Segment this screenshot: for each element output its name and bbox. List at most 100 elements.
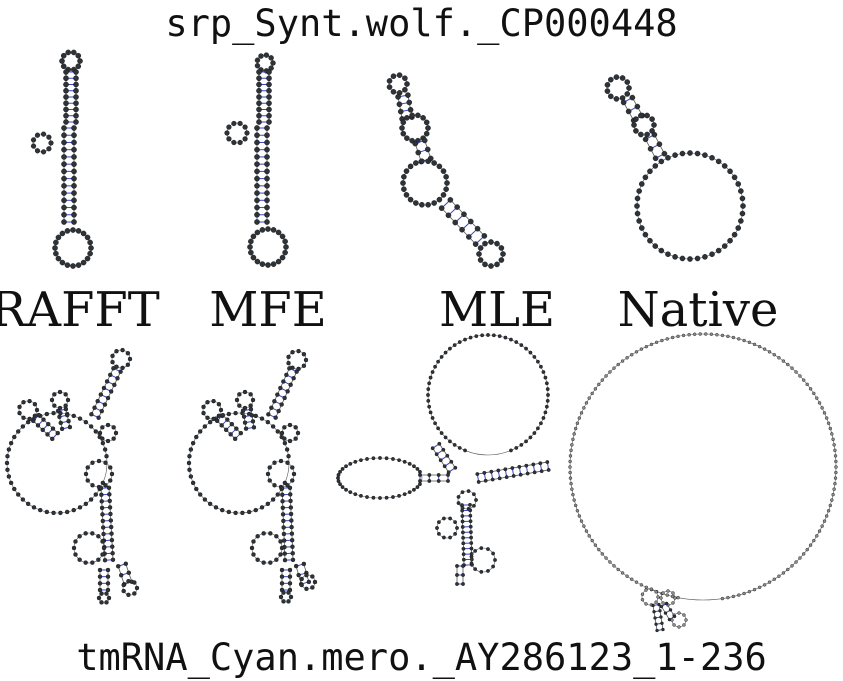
nucleotide	[737, 593, 741, 597]
nucleotide	[100, 512, 105, 517]
nucleotide	[651, 131, 658, 138]
nucleotide	[438, 205, 445, 211]
nucleotide	[494, 240, 500, 247]
nucleotide	[290, 350, 295, 355]
nucleotide	[73, 119, 79, 125]
nucleotide	[409, 112, 415, 119]
nucleotide	[104, 453, 109, 459]
nucleotide	[63, 392, 68, 397]
nucleotide	[661, 601, 665, 605]
nucleotide	[395, 94, 401, 100]
nucleotide	[304, 586, 309, 592]
nucleotide	[301, 352, 307, 357]
nucleotide	[443, 174, 449, 180]
nucleotide	[101, 531, 106, 537]
nucleotide	[404, 135, 410, 141]
nucleotide	[201, 410, 206, 416]
nucleotide	[250, 254, 257, 261]
nucleotide	[798, 556, 802, 560]
nucleotide	[287, 366, 292, 371]
nucleotide	[127, 356, 133, 362]
nucleotide	[125, 351, 131, 356]
nucleotide	[63, 406, 69, 412]
label-rafft: RAFFT	[0, 282, 160, 338]
nucleotide	[652, 163, 659, 169]
nucleotide	[280, 512, 286, 517]
nucleotide	[644, 585, 649, 590]
nucleotide	[46, 146, 52, 152]
nucleotide	[247, 244, 253, 250]
nucleotide	[661, 591, 665, 595]
nucleotide	[61, 161, 67, 167]
nucleotide	[786, 362, 790, 367]
nucleotide	[288, 382, 293, 388]
nucleotide	[115, 376, 120, 381]
nucleotide	[727, 168, 733, 175]
nucleotide	[497, 334, 502, 339]
nucleotide	[264, 168, 270, 175]
nucleotide	[261, 560, 266, 565]
nucleotide	[636, 188, 642, 194]
nucleotide	[467, 218, 474, 225]
nucleotide	[268, 531, 273, 536]
nucleotide	[577, 514, 582, 518]
nucleotide	[638, 112, 644, 119]
nucleotide	[279, 581, 285, 586]
nucleotide	[278, 552, 283, 557]
nucleotide	[486, 547, 490, 551]
nucleotide	[593, 543, 598, 547]
nucleotide	[71, 154, 77, 160]
nucleotide	[249, 545, 255, 551]
nucleotide	[265, 419, 271, 425]
nucleotide	[471, 492, 476, 497]
nucleotide	[474, 498, 478, 502]
nucleotide	[597, 382, 601, 387]
nucleotide	[287, 438, 293, 444]
nucleotide	[205, 400, 210, 405]
nucleotide	[524, 346, 528, 351]
nucleotide	[509, 337, 513, 342]
nucleotide	[461, 573, 465, 577]
nucleotide	[731, 594, 736, 599]
nucleotide	[407, 163, 414, 170]
nucleotide	[251, 539, 256, 544]
nucleotide	[296, 572, 301, 578]
nucleotide	[278, 539, 283, 544]
backbone-strand	[397, 96, 403, 119]
nucleotide	[111, 436, 116, 441]
nucleotide	[503, 467, 508, 472]
nucleotide	[644, 602, 648, 606]
nucleotide	[437, 441, 442, 446]
nucleotide	[281, 590, 286, 595]
nucleotide	[233, 510, 238, 516]
nucleotide	[702, 152, 708, 158]
nucleotide	[71, 183, 77, 189]
nucleotide	[87, 250, 93, 257]
nucleotide	[264, 183, 270, 189]
nucleotide	[378, 456, 382, 460]
nucleotide	[17, 410, 22, 416]
label-native: Native	[617, 282, 779, 338]
nucleotide	[426, 387, 431, 392]
nucleotide	[84, 255, 91, 262]
nucleotide	[634, 580, 639, 584]
nucleotide	[702, 254, 708, 260]
nucleotide	[259, 227, 266, 233]
nucleotide	[275, 392, 280, 397]
backbone-strand	[65, 409, 71, 428]
nucleotide	[731, 174, 738, 181]
nucleotide	[259, 416, 265, 421]
nucleotide	[625, 574, 629, 578]
nucleotide	[275, 258, 282, 265]
nucleotide	[482, 261, 488, 268]
nucleotide	[517, 464, 522, 469]
nucleotide	[75, 262, 82, 268]
nucleotide	[102, 558, 108, 563]
nucleotide	[279, 430, 285, 436]
nucleotide	[244, 130, 250, 136]
nucleotide	[658, 609, 662, 613]
structure-top-native	[604, 74, 746, 262]
nucleotide	[267, 465, 272, 470]
nucleotide	[83, 560, 88, 565]
nucleotide	[482, 470, 487, 475]
